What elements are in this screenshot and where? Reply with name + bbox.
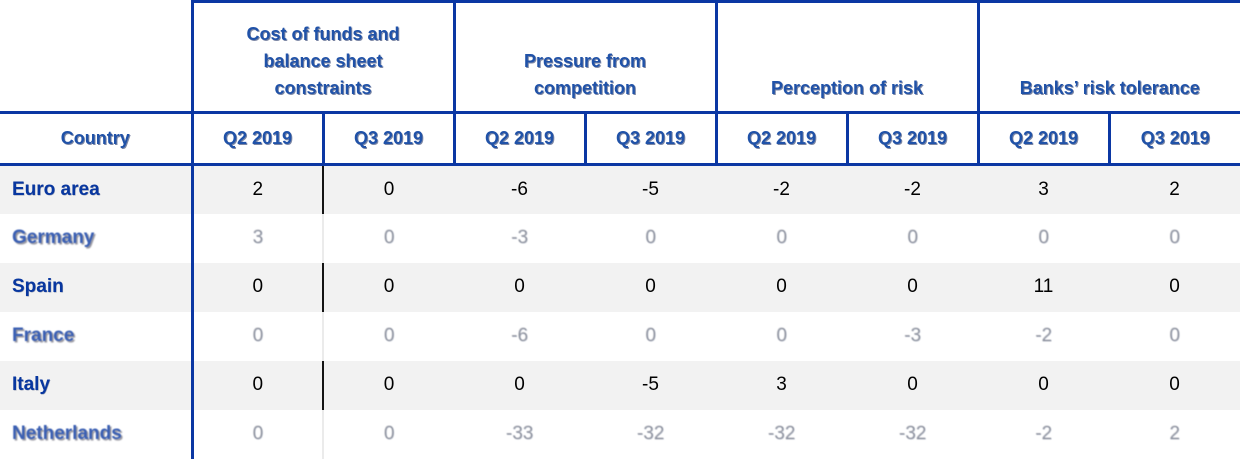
value-cell: 0 xyxy=(1169,374,1180,395)
table-row-france: France 0 0 -6 0 0 -3 -2 0 xyxy=(0,311,1240,361)
value-cell: 0 xyxy=(322,409,454,459)
period-header: Q2 2019 xyxy=(452,112,585,166)
country-cell: France xyxy=(0,311,194,361)
table-row-netherlands: Netherlands 0 0 -33 -32 -32 -32 -2 2 xyxy=(0,409,1240,459)
value-cell: 0 xyxy=(776,325,787,346)
table-row-germany: Germany 3 0 -3 0 0 0 0 0 xyxy=(0,213,1240,263)
value-cell: -32 xyxy=(898,423,927,444)
value-cell: 0 xyxy=(1169,325,1180,346)
value-cell: 0 xyxy=(1038,227,1049,248)
value-cell: 11 xyxy=(1033,276,1054,297)
value-cell: -6 xyxy=(511,178,528,200)
country-cell: Spain xyxy=(0,262,194,312)
country-cell: Netherlands xyxy=(0,409,194,459)
table-row-spain: Spain 0 0 0 0 0 0 11 0 xyxy=(0,262,1240,312)
value-cell: -5 xyxy=(642,178,659,200)
country-label: Italy xyxy=(12,374,51,395)
country-label: Germany xyxy=(12,227,95,248)
country-cell: Germany xyxy=(0,213,194,263)
group-header-cost-of-funds: Cost of funds and balance sheet constrai… xyxy=(192,0,454,114)
value-cell: 2 xyxy=(252,178,264,200)
value-cell: 0 xyxy=(645,227,656,248)
value-cell: 0 xyxy=(1038,374,1049,395)
country-label: Netherlands xyxy=(12,423,122,444)
value-cell: 0 xyxy=(907,276,918,297)
country-cell: Italy xyxy=(0,360,194,410)
country-label: Euro area xyxy=(12,178,100,200)
value-cell: 0 xyxy=(1169,276,1180,297)
group-header-risk-tolerance: Banks’ risk tolerance xyxy=(976,0,1240,114)
value-cell: -3 xyxy=(511,227,528,248)
group-header-label: Cost of funds and balance sheet constrai… xyxy=(246,24,400,98)
value-cell: -2 xyxy=(773,178,790,200)
group-header-row: Cost of funds and balance sheet constrai… xyxy=(0,0,1240,114)
value-cell: 0 xyxy=(322,213,454,263)
value-cell: -2 xyxy=(1035,325,1052,346)
table-row-euro-area: Euro area 2 0 -6 -5 -2 -2 3 2 xyxy=(0,164,1240,214)
value-cell: -5 xyxy=(642,374,659,395)
period-header: Q2 2019 xyxy=(714,112,847,166)
period-header: Q2 2019 xyxy=(976,112,1110,166)
value-cell: -32 xyxy=(636,423,665,444)
value-cell: 0 xyxy=(645,276,656,297)
value-cell: 0 xyxy=(776,276,787,297)
value-cell: 0 xyxy=(252,374,264,395)
corner-cell xyxy=(0,1,194,114)
period-header: Q3 2019 xyxy=(845,112,979,166)
value-cell: 2 xyxy=(1169,178,1180,200)
value-cell: 0 xyxy=(907,227,918,248)
value-cell: 0 xyxy=(907,374,918,395)
value-cell: 0 xyxy=(322,360,454,410)
group-header-pressure-competition: Pressure from competition xyxy=(452,0,716,114)
period-header: Q2 2019 xyxy=(192,112,323,166)
value-cell: 3 xyxy=(252,227,264,248)
period-header: Q3 2019 xyxy=(321,112,454,166)
value-cell: 0 xyxy=(252,325,264,346)
value-cell: 0 xyxy=(322,164,454,214)
period-header-row: Country Q2 2019 Q3 2019 Q2 2019 Q3 2019 … xyxy=(0,112,1240,166)
value-cell: -32 xyxy=(767,423,796,444)
value-cell: 0 xyxy=(252,423,264,444)
group-header-perception-of-risk: Perception of risk xyxy=(714,0,979,114)
value-cell: 3 xyxy=(776,374,787,395)
value-cell: 3 xyxy=(1038,178,1049,200)
value-cell: 0 xyxy=(1169,227,1180,248)
group-header-label: Perception of risk xyxy=(770,78,924,98)
country-label: France xyxy=(12,325,75,346)
value-cell: 0 xyxy=(776,227,787,248)
value-cell: 0 xyxy=(514,374,525,395)
country-column-header: Country xyxy=(0,112,194,166)
value-cell: -3 xyxy=(904,325,921,346)
value-cell: 0 xyxy=(322,311,454,361)
period-header: Q3 2019 xyxy=(1107,112,1240,166)
table-row-italy: Italy 0 0 0 -5 3 0 0 0 xyxy=(0,360,1240,410)
value-cell: 0 xyxy=(322,262,454,312)
value-cell: -33 xyxy=(505,423,534,444)
value-cell: 0 xyxy=(252,276,264,297)
country-cell: Euro area xyxy=(0,164,194,214)
value-cell: 2 xyxy=(1169,423,1180,444)
period-header: Q3 2019 xyxy=(583,112,716,166)
value-cell: 0 xyxy=(645,325,656,346)
value-cell: -2 xyxy=(904,178,921,200)
value-cell: 0 xyxy=(514,276,525,297)
value-cell: -6 xyxy=(511,325,528,346)
group-header-label: Pressure from competition xyxy=(523,51,647,98)
country-label: Spain xyxy=(12,276,64,297)
value-cell: -2 xyxy=(1035,423,1052,444)
group-header-label: Banks’ risk tolerance xyxy=(1019,78,1200,98)
